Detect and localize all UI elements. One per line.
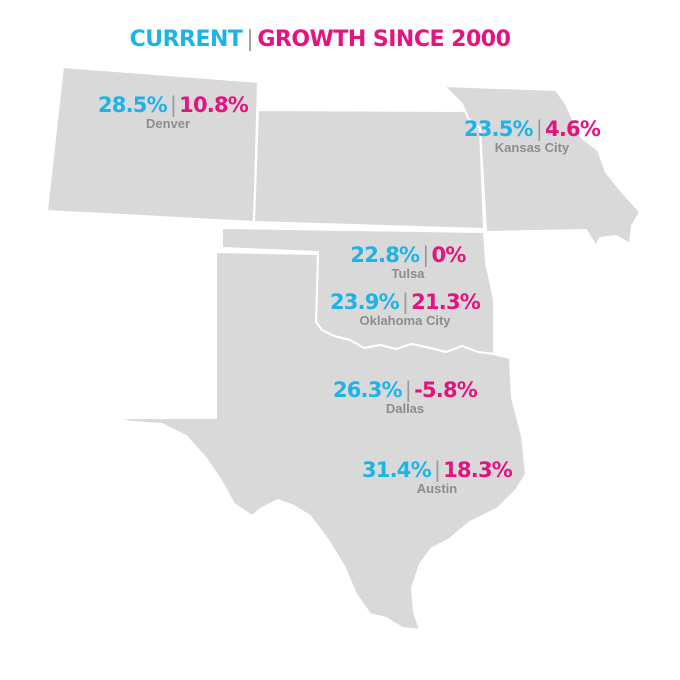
growth-value: 21.3% [411, 290, 481, 314]
current-value: 23.5% [463, 117, 534, 141]
growth-value: 4.6% [545, 117, 601, 141]
city-name: Tulsa [391, 266, 425, 281]
current-value: 22.8% [350, 243, 420, 267]
city-name: Dallas [385, 401, 425, 416]
current-value: 28.5% [98, 93, 168, 117]
city-label-dallas: 26.3% | -5.8% Dallas [330, 378, 480, 416]
current-value: 31.4% [362, 458, 432, 482]
state-texas [95, 251, 527, 631]
state-colorado [46, 66, 259, 223]
legend: CURRENT | GROWTH SINCE 2000 [0, 27, 640, 52]
growth-value: 0% [431, 243, 467, 267]
growth-value: 10.8% [179, 93, 249, 117]
legend-growth-label: GROWTH SINCE 2000 [257, 27, 511, 52]
city-label-oklahoma-city: 23.9% | 21.3% Oklahoma City [325, 290, 485, 328]
city-name: Oklahoma City [359, 313, 451, 328]
state-kansas [253, 109, 485, 230]
city-name: Austin [416, 481, 458, 496]
city-name: Kansas City [494, 140, 570, 155]
city-name: Denver [145, 116, 191, 131]
legend-separator: | [246, 27, 254, 52]
city-label-austin: 31.4% | 18.3% Austin [362, 458, 513, 496]
city-label-tulsa: 22.8% | 0% Tulsa [338, 243, 478, 281]
current-value: 26.3% [332, 378, 403, 402]
growth-value: 18.3% [443, 458, 513, 482]
legend-current-label: CURRENT [129, 27, 243, 52]
current-value: 23.9% [330, 290, 400, 314]
city-label-denver: 28.5% | 10.8% Denver [98, 93, 249, 131]
growth-value: -5.8% [414, 378, 478, 402]
state-missouri [443, 85, 641, 247]
city-label-kansas-city: 23.5% | 4.6% Kansas City [463, 117, 601, 155]
